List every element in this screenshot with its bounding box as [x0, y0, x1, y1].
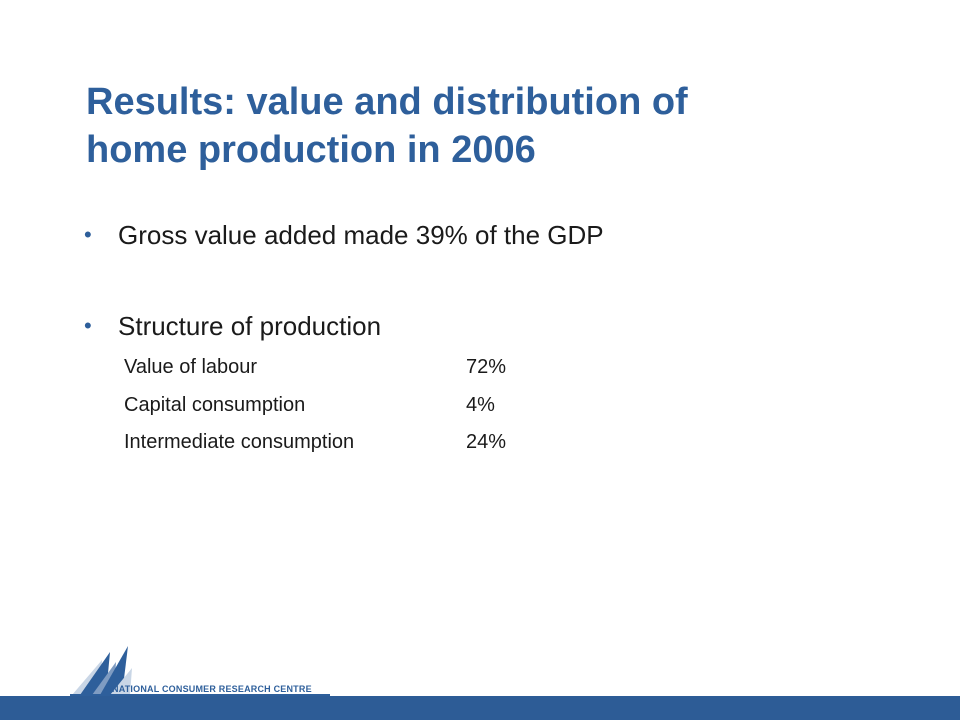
slide-title-line-1: Results: value and distribution of: [86, 81, 688, 123]
sailboat-logo-icon: [70, 646, 330, 696]
bullet-dot-icon: •: [84, 313, 92, 338]
structure-value: 72%: [466, 356, 507, 378]
structure-value: 4%: [466, 394, 495, 416]
structure-value: 24%: [466, 431, 507, 453]
bullet-dot-icon: •: [84, 222, 92, 247]
slide-title-line-2: home production in 2006: [86, 129, 536, 171]
structure-label: Value of labour: [124, 356, 258, 378]
structure-label: Intermediate consumption: [124, 431, 355, 453]
bullet-structure-of-production: • Structure of production: [84, 311, 381, 342]
bullet-text: Gross value added made 39% of the GDP: [118, 220, 604, 250]
structure-label: Capital consumption: [124, 394, 306, 416]
logo-text: NATIONAL CONSUMER RESEARCH CENTRE: [112, 684, 312, 694]
footer-bar: [0, 696, 960, 720]
structure-row-intermediate-consumption: Intermediate consumption 24%: [124, 431, 506, 454]
structure-row-value-of-labour: Value of labour 72%: [124, 356, 506, 379]
bullet-gross-value-added: • Gross value added made 39% of the GDP: [84, 220, 604, 251]
slide-title: Results: value and distribution of home …: [86, 78, 906, 174]
bullet-text: Structure of production: [118, 311, 382, 341]
structure-row-capital-consumption: Capital consumption 4%: [124, 394, 495, 417]
